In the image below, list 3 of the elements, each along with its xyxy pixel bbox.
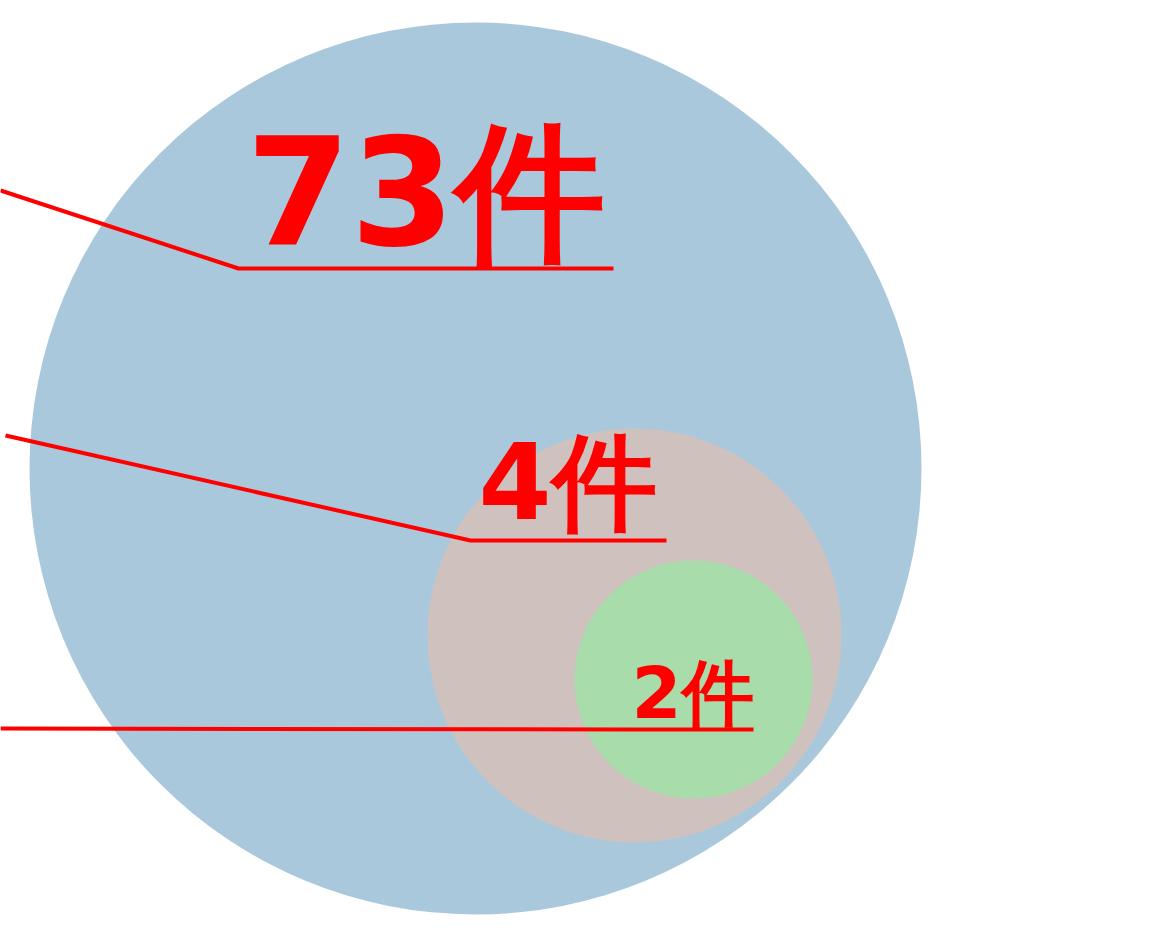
data-label: 4件: [478, 421, 657, 544]
data-label: 73件: [246, 105, 605, 280]
data-label: 2件: [631, 650, 754, 735]
